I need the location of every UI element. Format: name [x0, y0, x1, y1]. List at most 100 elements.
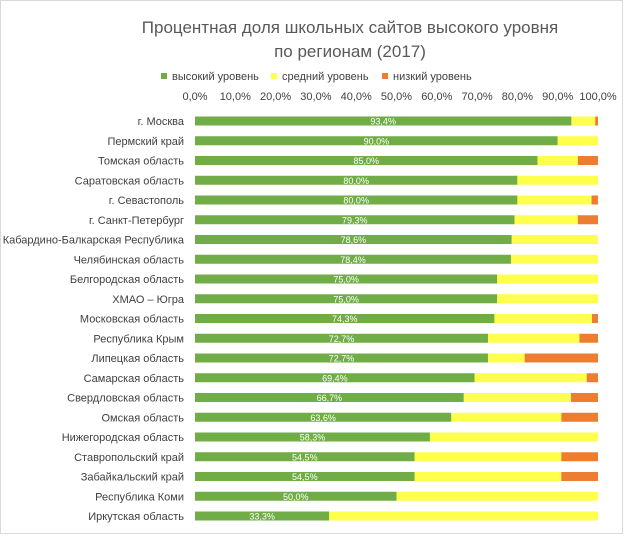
- bar-segment-1: [487, 353, 525, 363]
- data-label: 50,0%: [283, 492, 309, 502]
- x-tick-label: 60,0%: [421, 91, 452, 103]
- category-label: Липецкая область: [91, 353, 184, 365]
- bar-segment-2: [577, 215, 598, 225]
- category-label: Республика Коми: [95, 491, 184, 503]
- data-label: 54,5%: [292, 452, 318, 462]
- data-label: 85,0%: [354, 156, 380, 166]
- category-label: Свердловская область: [67, 393, 184, 405]
- bar-segment-0: [195, 175, 518, 185]
- data-label: 33,3%: [249, 512, 275, 522]
- bar-segment-0: [195, 274, 498, 284]
- bar-segment-2: [591, 314, 598, 323]
- data-label: 80,0%: [343, 196, 369, 206]
- bar-segment-1: [497, 294, 598, 304]
- x-tick-label: 10,0%: [220, 91, 251, 103]
- data-label: 69,4%: [322, 373, 348, 383]
- bar-segment-0: [195, 353, 488, 363]
- bar-segment-2: [595, 116, 598, 126]
- bar-segment-0: [195, 215, 515, 225]
- chart-legend: высокий уровень средний уровень низкий уро…: [161, 71, 472, 83]
- data-label: 72,7%: [329, 354, 355, 364]
- legend-label-2: низкий уровень: [393, 71, 472, 83]
- category-label: Челябинская область: [74, 254, 185, 266]
- x-tick-label: 90,0%: [542, 91, 573, 103]
- x-tick-label: 80,0%: [502, 91, 533, 103]
- category-label: Московская область: [80, 314, 184, 326]
- bar-segment-1: [474, 373, 587, 383]
- data-label: 90,0%: [364, 136, 390, 146]
- category-label: Самарская область: [84, 373, 185, 385]
- bar-segment-1: [396, 491, 598, 501]
- legend-swatch-1: [271, 73, 277, 79]
- bar-segment-1: [329, 511, 598, 521]
- bar-segment-2: [577, 156, 598, 165]
- chart-title-line-1: Процентная доля школьных сайтов высокого…: [142, 18, 558, 37]
- category-label: Омская область: [101, 412, 184, 424]
- bar-segment-1: [451, 412, 562, 422]
- x-tick-label: 70,0%: [461, 91, 492, 103]
- bar-segment-1: [537, 156, 578, 165]
- bar-segment-1: [571, 116, 596, 126]
- data-label: 93,4%: [370, 117, 396, 127]
- bar-segment-0: [195, 254, 511, 264]
- data-label: 75,0%: [333, 294, 359, 304]
- bar-segment-2: [579, 333, 598, 343]
- bar-segment-2: [524, 353, 598, 363]
- bar-segment-2: [561, 412, 598, 422]
- bar-segment-0: [195, 333, 488, 343]
- category-label: Томская область: [98, 156, 184, 168]
- bar-segment-1: [557, 136, 598, 146]
- data-label: 58,3%: [300, 433, 326, 443]
- category-label: Саратовская область: [75, 175, 185, 187]
- legend-label-1: средний уровень: [282, 71, 369, 83]
- x-tick-label: 20,0%: [260, 91, 291, 103]
- bar-segment-2: [591, 195, 598, 205]
- category-label: Республика Крым: [93, 333, 184, 345]
- bar-segment-0: [195, 314, 495, 323]
- x-tick-label: 100,0%: [579, 91, 617, 103]
- legend-swatch-0: [161, 73, 167, 79]
- category-label: ХМАО – Югра: [112, 294, 185, 306]
- bar-segment-1: [511, 235, 598, 244]
- bar-segment-2: [561, 452, 598, 462]
- bar-segment-1: [463, 393, 571, 402]
- bar-segment-0: [195, 491, 397, 501]
- data-label: 72,7%: [329, 334, 355, 344]
- data-label: 75,0%: [333, 275, 359, 285]
- bar-segment-0: [195, 116, 572, 126]
- x-tick-label: 40,0%: [341, 91, 372, 103]
- bar-segment-0: [195, 511, 330, 521]
- bar-segment-1: [517, 195, 592, 205]
- category-label: Нижегородская область: [62, 432, 185, 444]
- bar-segment-2: [561, 472, 598, 481]
- category-label: г. Санкт-Петербург: [89, 215, 184, 227]
- data-label: 78,6%: [341, 235, 367, 245]
- bar-segment-2: [570, 393, 598, 402]
- category-label: Ставропольский край: [74, 452, 184, 464]
- bar-segment-0: [195, 294, 498, 304]
- bar-segment-0: [195, 235, 512, 244]
- x-tick-label: 0,0%: [182, 91, 207, 103]
- data-label: 66,7%: [317, 393, 343, 403]
- data-label: 80,0%: [343, 176, 369, 186]
- category-label: г. Москва: [138, 116, 185, 128]
- bar-segment-1: [429, 432, 598, 442]
- x-tick-label: 30,0%: [300, 91, 331, 103]
- legend-label-0: высокий уровень: [172, 71, 259, 83]
- bar-segment-0: [195, 156, 538, 165]
- bar-segment-1: [494, 314, 592, 323]
- bar-segment-1: [514, 215, 578, 225]
- bar-segment-1: [510, 254, 598, 264]
- category-label: Пермский край: [107, 136, 184, 148]
- bar-segment-0: [195, 472, 415, 481]
- chart-title: Процентная доля школьных сайтов высокого…: [142, 18, 558, 61]
- bar-segment-2: [586, 373, 598, 383]
- bar-segment-0: [195, 373, 475, 383]
- category-label: Забайкальский край: [81, 472, 184, 484]
- category-label: г. Севастополь: [109, 195, 184, 207]
- bar-segment-0: [195, 393, 464, 402]
- bar-segment-0: [195, 136, 558, 146]
- x-axis-ticks: 0,0% 10,0% 20,0% 30,0% 40,0% 50,0% 60,0% 70,0% 8…: [182, 91, 616, 103]
